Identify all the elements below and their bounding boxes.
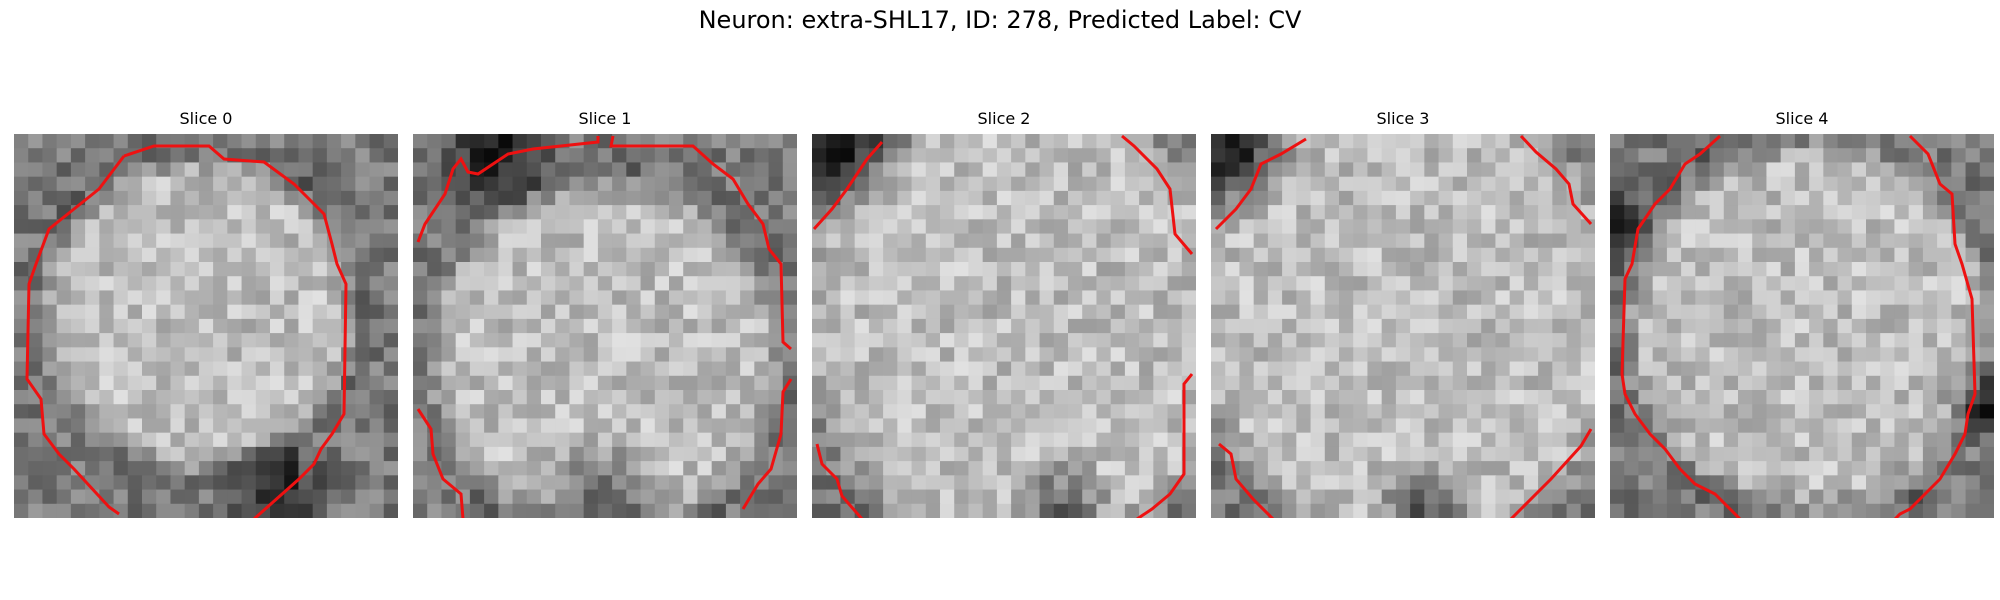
slice-panel-0: Slice 0 (14, 108, 398, 518)
slice-image-4 (1610, 134, 1994, 518)
slice-title-3: Slice 3 (1376, 109, 1430, 128)
slice-title-1: Slice 1 (578, 109, 632, 128)
slice-title-4: Slice 4 (1775, 109, 1829, 128)
slice-panel-4: Slice 4 (1610, 108, 1994, 518)
pixel-grid-4 (1610, 134, 1994, 518)
pixel-grid-3 (1211, 134, 1595, 518)
cell-contour-3 (1214, 134, 1593, 518)
slice-image-0 (14, 134, 398, 518)
slice-title-0: Slice 0 (179, 109, 233, 128)
slice-image-2 (812, 134, 1196, 518)
cell-contour-1 (416, 135, 793, 518)
slice-image-3 (1211, 134, 1595, 518)
cell-contour-2 (812, 134, 1194, 518)
slice-panel-2: Slice 2 (812, 108, 1196, 518)
figure-title: Neuron: extra-SHL17, ID: 278, Predicted … (698, 6, 1302, 34)
cell-contour-0 (25, 144, 348, 518)
pixel-grid-2 (812, 134, 1196, 518)
cell-contour-4 (1620, 134, 1977, 518)
pixel-grid-1 (413, 134, 797, 518)
slice-image-1 (413, 134, 797, 518)
slice-panel-3: Slice 3 (1211, 108, 1595, 518)
slice-title-2: Slice 2 (977, 109, 1031, 128)
slice-panel-1: Slice 1 (413, 108, 797, 518)
pixel-grid-0 (14, 134, 398, 518)
